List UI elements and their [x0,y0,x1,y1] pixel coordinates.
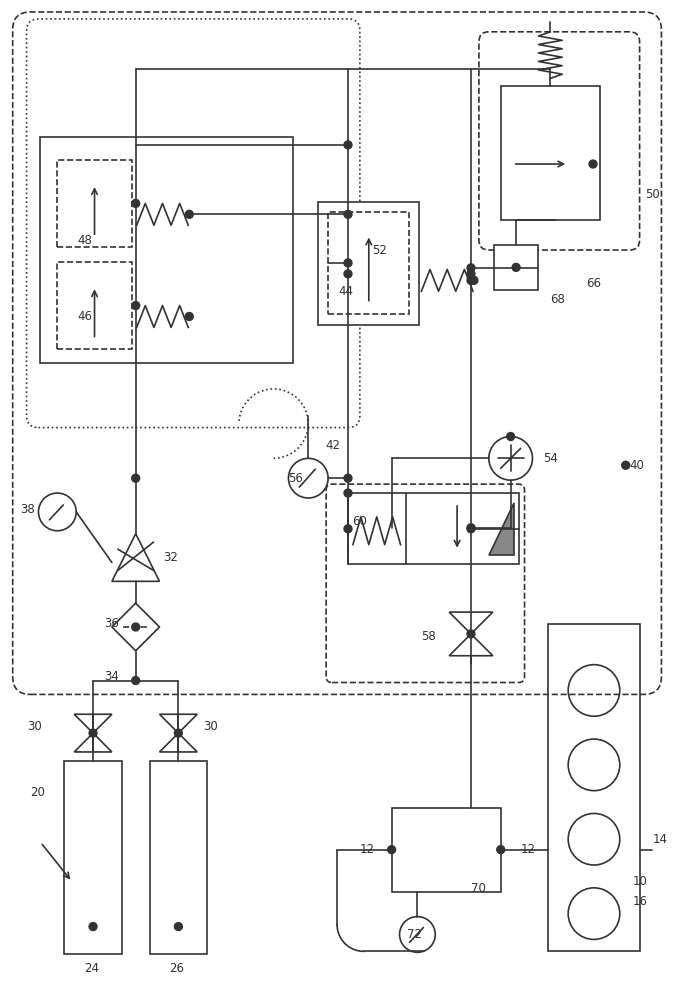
Text: 30: 30 [203,720,218,733]
Circle shape [568,739,620,791]
Text: 16: 16 [633,895,648,908]
Text: 52: 52 [372,244,386,257]
Text: 54: 54 [544,452,558,465]
Circle shape [470,276,478,284]
Text: 66: 66 [586,277,601,290]
Text: 34: 34 [104,670,119,683]
Circle shape [489,437,533,480]
Circle shape [175,923,182,931]
Circle shape [467,630,475,638]
Circle shape [344,474,352,482]
Circle shape [589,160,597,168]
Circle shape [506,433,515,440]
Text: 14: 14 [653,833,667,846]
Circle shape [89,729,97,737]
Text: 36: 36 [104,617,119,630]
Circle shape [175,729,182,737]
Circle shape [568,813,620,865]
Circle shape [288,458,328,498]
Bar [318,202,420,325]
Circle shape [344,489,352,497]
Bar [64,761,122,954]
Circle shape [344,259,352,267]
Text: 68: 68 [551,293,565,306]
Bar [57,262,132,349]
Circle shape [568,888,620,939]
Text: 26: 26 [170,962,184,975]
Bar [392,808,501,892]
Text: 56: 56 [288,472,304,485]
Bar [150,761,207,954]
Circle shape [132,677,139,685]
Circle shape [132,623,139,631]
Text: 40: 40 [630,459,644,472]
Circle shape [400,917,435,952]
Circle shape [467,270,475,278]
Bar [549,624,640,951]
Text: 50: 50 [646,188,660,201]
Text: 20: 20 [30,786,46,799]
Text: 46: 46 [77,310,92,323]
Circle shape [186,313,193,320]
Circle shape [132,302,139,310]
Text: 12: 12 [520,843,535,856]
Circle shape [39,493,76,531]
Circle shape [132,474,139,482]
Polygon shape [489,503,513,555]
Bar [501,86,600,220]
Text: 72: 72 [408,928,422,941]
Bar [494,245,538,290]
Text: 38: 38 [21,503,35,516]
Circle shape [467,276,475,284]
Circle shape [132,199,139,207]
Circle shape [344,141,352,149]
Circle shape [467,525,475,533]
Text: 70: 70 [471,882,486,895]
Text: 12: 12 [360,843,375,856]
Circle shape [344,270,352,278]
Circle shape [186,210,193,218]
Bar [348,493,519,564]
Text: 30: 30 [28,720,42,733]
Polygon shape [112,534,159,581]
Circle shape [568,665,620,716]
Text: 24: 24 [84,962,99,975]
Text: 48: 48 [77,234,92,247]
Bar [41,137,293,363]
Circle shape [512,263,520,271]
Circle shape [497,846,504,854]
Circle shape [344,210,352,218]
Text: 32: 32 [164,551,178,564]
Circle shape [467,524,475,532]
Text: 42: 42 [325,439,340,452]
Circle shape [89,923,97,931]
Text: 60: 60 [352,515,367,528]
Circle shape [467,264,475,272]
Text: 44: 44 [338,285,353,298]
Bar [57,160,132,247]
Text: 10: 10 [633,875,647,888]
Bar [328,212,409,314]
Circle shape [388,846,395,854]
Circle shape [344,525,352,533]
Circle shape [622,461,630,469]
Text: 58: 58 [422,630,436,643]
